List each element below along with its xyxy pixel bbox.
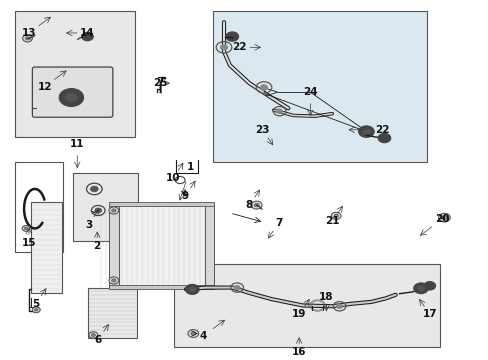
Text: 18: 18 [319, 292, 333, 302]
Text: 23: 23 [255, 125, 269, 135]
Text: 3: 3 [84, 220, 92, 230]
Circle shape [260, 85, 267, 90]
Text: 22: 22 [232, 42, 246, 52]
Circle shape [35, 309, 38, 311]
Circle shape [187, 329, 198, 337]
Circle shape [377, 134, 390, 143]
Bar [173, 264, 439, 347]
Bar [73, 173, 138, 241]
Circle shape [22, 35, 32, 42]
Circle shape [89, 332, 98, 338]
Circle shape [333, 214, 338, 217]
Circle shape [417, 286, 424, 291]
Polygon shape [113, 203, 210, 288]
Text: 25: 25 [153, 78, 167, 88]
Text: 11: 11 [70, 139, 84, 149]
Bar [109, 202, 214, 206]
Text: 1: 1 [187, 162, 194, 172]
Circle shape [234, 285, 240, 290]
Text: 20: 20 [434, 215, 448, 224]
Bar [204, 203, 214, 288]
Circle shape [336, 304, 342, 309]
Circle shape [59, 89, 83, 107]
Circle shape [185, 284, 199, 294]
Circle shape [109, 277, 119, 284]
Text: 24: 24 [303, 87, 317, 97]
Circle shape [362, 129, 369, 134]
Bar [88, 288, 137, 338]
Text: 15: 15 [21, 238, 36, 248]
Circle shape [65, 93, 77, 102]
Circle shape [25, 37, 30, 40]
Bar [212, 12, 427, 162]
Text: 10: 10 [165, 173, 180, 183]
Circle shape [91, 333, 95, 336]
Text: 2: 2 [93, 241, 101, 251]
Circle shape [188, 287, 195, 292]
Circle shape [109, 207, 119, 214]
Circle shape [81, 32, 93, 41]
Circle shape [251, 201, 262, 209]
Circle shape [32, 307, 40, 313]
Text: 6: 6 [94, 334, 102, 345]
Text: 12: 12 [37, 82, 52, 92]
Circle shape [95, 208, 102, 213]
Bar [109, 285, 214, 289]
Bar [15, 162, 63, 252]
Text: 7: 7 [274, 218, 282, 228]
Text: 8: 8 [245, 200, 252, 210]
Text: 19: 19 [291, 310, 305, 319]
Circle shape [111, 209, 116, 212]
Bar [109, 203, 119, 288]
Text: 9: 9 [181, 191, 188, 201]
Circle shape [24, 227, 28, 230]
Circle shape [190, 332, 195, 335]
Text: 5: 5 [32, 299, 40, 309]
Circle shape [22, 226, 30, 231]
Bar [31, 202, 61, 293]
Text: 4: 4 [199, 331, 206, 341]
Circle shape [330, 212, 340, 220]
Circle shape [441, 216, 446, 220]
Text: 22: 22 [374, 125, 388, 135]
Circle shape [111, 279, 116, 282]
Circle shape [225, 32, 238, 41]
Circle shape [254, 203, 259, 207]
Circle shape [423, 282, 435, 290]
Circle shape [220, 44, 227, 50]
Circle shape [90, 186, 98, 192]
Text: 13: 13 [21, 28, 36, 38]
Text: 21: 21 [325, 216, 339, 226]
Circle shape [358, 126, 373, 137]
Circle shape [413, 283, 427, 294]
Text: 16: 16 [291, 347, 306, 357]
FancyBboxPatch shape [32, 67, 113, 117]
Circle shape [276, 109, 282, 113]
Text: 14: 14 [80, 28, 95, 38]
Bar [15, 12, 135, 137]
Text: 17: 17 [422, 310, 436, 319]
Circle shape [438, 213, 449, 222]
